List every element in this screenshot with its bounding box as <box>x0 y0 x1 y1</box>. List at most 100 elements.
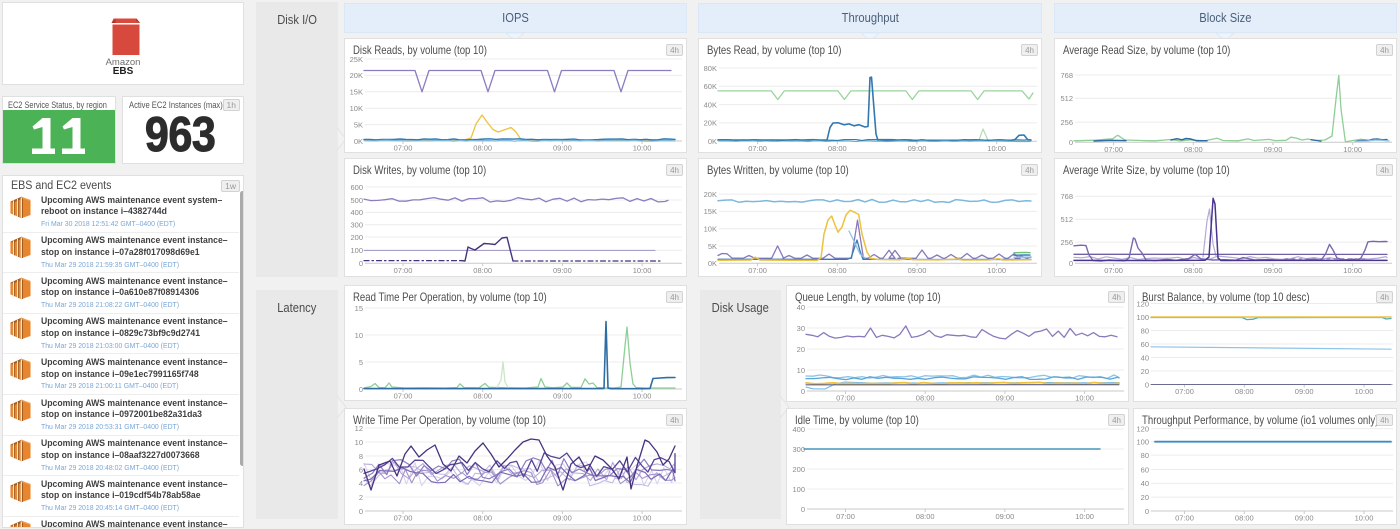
svg-text:10:00: 10:00 <box>1355 514 1374 523</box>
svg-text:60: 60 <box>1141 465 1149 474</box>
svg-text:10K: 10K <box>704 225 717 234</box>
svg-text:07:00: 07:00 <box>1104 145 1123 153</box>
svg-text:10:00: 10:00 <box>633 392 652 401</box>
svg-text:0K: 0K <box>708 259 717 268</box>
svg-text:20K: 20K <box>704 119 717 128</box>
svg-text:10K: 10K <box>350 104 363 113</box>
svg-text:256: 256 <box>1060 118 1073 127</box>
svg-text:500: 500 <box>350 196 363 205</box>
svg-text:10:00: 10:00 <box>1355 387 1374 396</box>
svg-text:08:00: 08:00 <box>1235 387 1254 396</box>
svg-text:09:00: 09:00 <box>553 144 572 153</box>
svg-text:09:00: 09:00 <box>553 266 572 275</box>
svg-text:0: 0 <box>1069 259 1073 268</box>
svg-text:5K: 5K <box>354 120 363 129</box>
svg-text:0: 0 <box>1145 380 1149 389</box>
svg-text:10:00: 10:00 <box>1075 512 1094 521</box>
svg-text:60: 60 <box>1141 340 1149 349</box>
svg-text:08:00: 08:00 <box>916 394 935 402</box>
svg-text:10:00: 10:00 <box>1343 266 1362 275</box>
svg-text:8: 8 <box>359 452 363 461</box>
svg-text:10:00: 10:00 <box>633 514 652 523</box>
svg-text:07:00: 07:00 <box>1104 266 1123 275</box>
svg-text:10:00: 10:00 <box>633 144 652 153</box>
svg-text:12: 12 <box>355 424 363 433</box>
svg-text:100: 100 <box>1136 438 1149 447</box>
svg-text:0K: 0K <box>708 137 717 146</box>
svg-text:09:00: 09:00 <box>553 392 572 401</box>
svg-text:09:00: 09:00 <box>908 144 927 153</box>
svg-text:07:00: 07:00 <box>394 514 413 523</box>
svg-text:5: 5 <box>359 358 363 367</box>
svg-text:09:00: 09:00 <box>1295 514 1314 523</box>
svg-text:40: 40 <box>797 303 805 312</box>
svg-text:10: 10 <box>797 366 805 375</box>
svg-text:120: 120 <box>1136 424 1149 433</box>
svg-text:20: 20 <box>1141 493 1149 502</box>
svg-text:10:00: 10:00 <box>987 266 1006 275</box>
svg-text:100: 100 <box>1136 313 1149 322</box>
svg-text:15K: 15K <box>350 88 363 97</box>
svg-text:20K: 20K <box>704 190 717 199</box>
svg-text:0: 0 <box>801 505 805 514</box>
svg-text:80: 80 <box>1141 326 1149 335</box>
svg-text:0: 0 <box>801 387 805 396</box>
svg-text:09:00: 09:00 <box>996 512 1015 521</box>
svg-text:10:00: 10:00 <box>1343 145 1362 153</box>
svg-text:08:00: 08:00 <box>828 144 847 153</box>
svg-text:07:00: 07:00 <box>1175 514 1194 523</box>
svg-text:200: 200 <box>792 465 805 474</box>
svg-text:07:00: 07:00 <box>748 144 767 153</box>
svg-text:40: 40 <box>1141 479 1149 488</box>
svg-text:512: 512 <box>1060 215 1073 224</box>
svg-text:40: 40 <box>1141 353 1149 362</box>
svg-text:07:00: 07:00 <box>748 266 767 275</box>
svg-text:4: 4 <box>359 479 363 488</box>
svg-text:07:00: 07:00 <box>1175 387 1194 396</box>
svg-text:300: 300 <box>792 445 805 454</box>
svg-text:10:00: 10:00 <box>1075 394 1094 402</box>
svg-text:08:00: 08:00 <box>473 514 492 523</box>
svg-text:0: 0 <box>359 385 363 394</box>
svg-text:0: 0 <box>1145 507 1149 516</box>
svg-text:07:00: 07:00 <box>394 144 413 153</box>
svg-text:08:00: 08:00 <box>473 266 492 275</box>
svg-text:0: 0 <box>359 507 363 516</box>
svg-text:08:00: 08:00 <box>828 266 847 275</box>
svg-text:600: 600 <box>350 183 363 192</box>
svg-text:07:00: 07:00 <box>836 512 855 521</box>
svg-text:07:00: 07:00 <box>394 266 413 275</box>
svg-text:15K: 15K <box>704 207 717 216</box>
svg-text:09:00: 09:00 <box>553 514 572 523</box>
svg-text:15: 15 <box>355 304 363 313</box>
svg-text:120: 120 <box>1136 299 1149 308</box>
svg-text:256: 256 <box>1060 238 1073 247</box>
svg-text:60K: 60K <box>704 82 717 91</box>
svg-text:08:00: 08:00 <box>916 512 935 521</box>
svg-text:10:00: 10:00 <box>633 266 652 275</box>
svg-text:25K: 25K <box>350 55 363 64</box>
svg-text:6: 6 <box>359 465 363 474</box>
svg-text:0: 0 <box>1069 138 1073 147</box>
svg-text:10:00: 10:00 <box>987 144 1006 153</box>
svg-text:5K: 5K <box>708 242 717 251</box>
svg-text:100: 100 <box>792 485 805 494</box>
svg-text:07:00: 07:00 <box>394 392 413 401</box>
svg-text:768: 768 <box>1060 71 1073 80</box>
svg-text:09:00: 09:00 <box>1264 145 1283 153</box>
svg-text:08:00: 08:00 <box>473 144 492 153</box>
svg-text:10: 10 <box>355 331 363 340</box>
svg-text:08:00: 08:00 <box>1184 145 1203 153</box>
svg-text:08:00: 08:00 <box>1235 514 1254 523</box>
svg-text:30: 30 <box>797 324 805 333</box>
svg-text:400: 400 <box>792 425 805 434</box>
svg-text:09:00: 09:00 <box>996 394 1015 402</box>
svg-text:100: 100 <box>350 246 363 255</box>
svg-text:10: 10 <box>355 438 363 447</box>
svg-text:20: 20 <box>1141 367 1149 376</box>
svg-text:200: 200 <box>350 233 363 242</box>
svg-text:20: 20 <box>797 345 805 354</box>
svg-text:512: 512 <box>1060 94 1073 103</box>
svg-text:80K: 80K <box>704 64 717 73</box>
svg-text:09:00: 09:00 <box>1264 266 1283 275</box>
